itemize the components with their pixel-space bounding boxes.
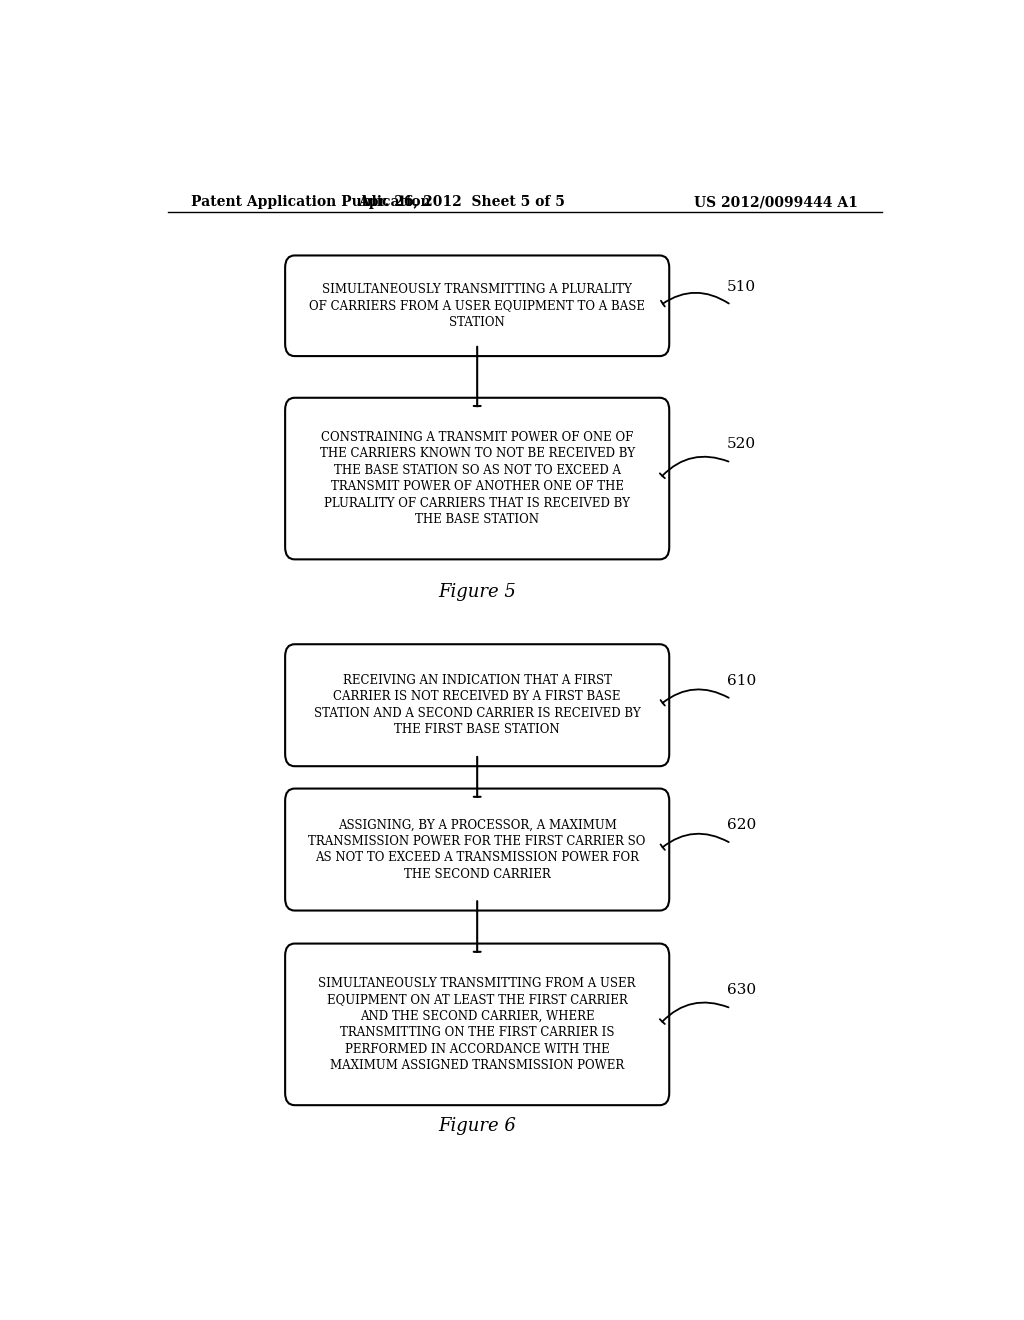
Text: US 2012/0099444 A1: US 2012/0099444 A1	[694, 195, 858, 209]
Text: 630: 630	[727, 983, 757, 997]
Text: 510: 510	[727, 280, 757, 294]
Text: RECEIVING AN INDICATION THAT A FIRST
CARRIER IS NOT RECEIVED BY A FIRST BASE
STA: RECEIVING AN INDICATION THAT A FIRST CAR…	[313, 675, 641, 737]
Text: ASSIGNING, BY A PROCESSOR, A MAXIMUM
TRANSMISSION POWER FOR THE FIRST CARRIER SO: ASSIGNING, BY A PROCESSOR, A MAXIMUM TRA…	[308, 818, 646, 880]
Text: SIMULTANEOUSLY TRANSMITTING FROM A USER
EQUIPMENT ON AT LEAST THE FIRST CARRIER
: SIMULTANEOUSLY TRANSMITTING FROM A USER …	[318, 977, 636, 1072]
Text: Patent Application Publication: Patent Application Publication	[191, 195, 431, 209]
Text: 520: 520	[727, 437, 757, 451]
Text: 610: 610	[727, 673, 757, 688]
FancyBboxPatch shape	[285, 256, 670, 356]
Text: 620: 620	[727, 818, 757, 832]
FancyBboxPatch shape	[285, 788, 670, 911]
FancyBboxPatch shape	[285, 644, 670, 766]
Text: Figure 5: Figure 5	[438, 583, 516, 602]
Text: SIMULTANEOUSLY TRANSMITTING A PLURALITY
OF CARRIERS FROM A USER EQUIPMENT TO A B: SIMULTANEOUSLY TRANSMITTING A PLURALITY …	[309, 282, 645, 329]
Text: Apr. 26, 2012  Sheet 5 of 5: Apr. 26, 2012 Sheet 5 of 5	[357, 195, 565, 209]
Text: CONSTRAINING A TRANSMIT POWER OF ONE OF
THE CARRIERS KNOWN TO NOT BE RECEIVED BY: CONSTRAINING A TRANSMIT POWER OF ONE OF …	[319, 430, 635, 527]
FancyBboxPatch shape	[285, 944, 670, 1105]
Text: Figure 6: Figure 6	[438, 1117, 516, 1135]
FancyBboxPatch shape	[285, 397, 670, 560]
